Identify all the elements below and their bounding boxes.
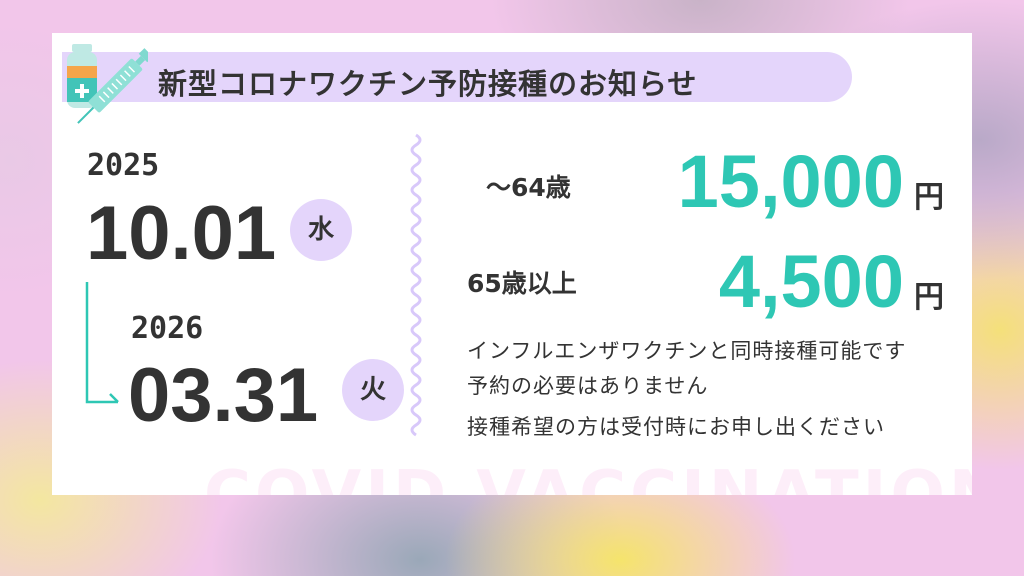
start-year: 2025 (87, 148, 160, 183)
vaccine-vial-icon (67, 44, 97, 108)
page-title: 新型コロナワクチン予防接種のお知らせ (158, 67, 698, 101)
wavy-divider (410, 133, 422, 437)
end-year: 2026 (131, 311, 204, 346)
price-65-plus: 4,500 (718, 240, 904, 323)
start-date: 10.01 (86, 191, 277, 276)
syringe-icon (77, 48, 148, 124)
price-row-65-plus: 4,500 円 (719, 245, 944, 319)
note-line: 予約の必要はありません (467, 374, 709, 398)
yen-unit: 円 (914, 180, 944, 215)
price-under-64: 15,000 (677, 140, 904, 223)
note-line: 接種希望の方は受付時にお申し出ください (467, 415, 885, 439)
end-weekday-badge: 火 (342, 359, 404, 421)
arrow-icon (85, 282, 119, 404)
start-weekday-badge: 水 (290, 199, 352, 261)
price-row-under-64: 15,000 円 (678, 145, 944, 219)
vaccine-icon (67, 44, 148, 124)
price-label-65-plus: 65歳以上 (467, 269, 577, 298)
note-line: インフルエンザワクチンと同時接種可能です (467, 339, 907, 363)
yen-unit: 円 (914, 280, 944, 315)
watermark: COVID VACCINATION (204, 458, 972, 495)
price-label-under-64: ～64歳 (486, 173, 571, 202)
notice-card: COVID VACCINATION 新型コロナワクチン予防接種のお知らせ 202… (52, 33, 972, 495)
end-date: 03.31 (128, 353, 319, 438)
title-bar (62, 52, 852, 102)
